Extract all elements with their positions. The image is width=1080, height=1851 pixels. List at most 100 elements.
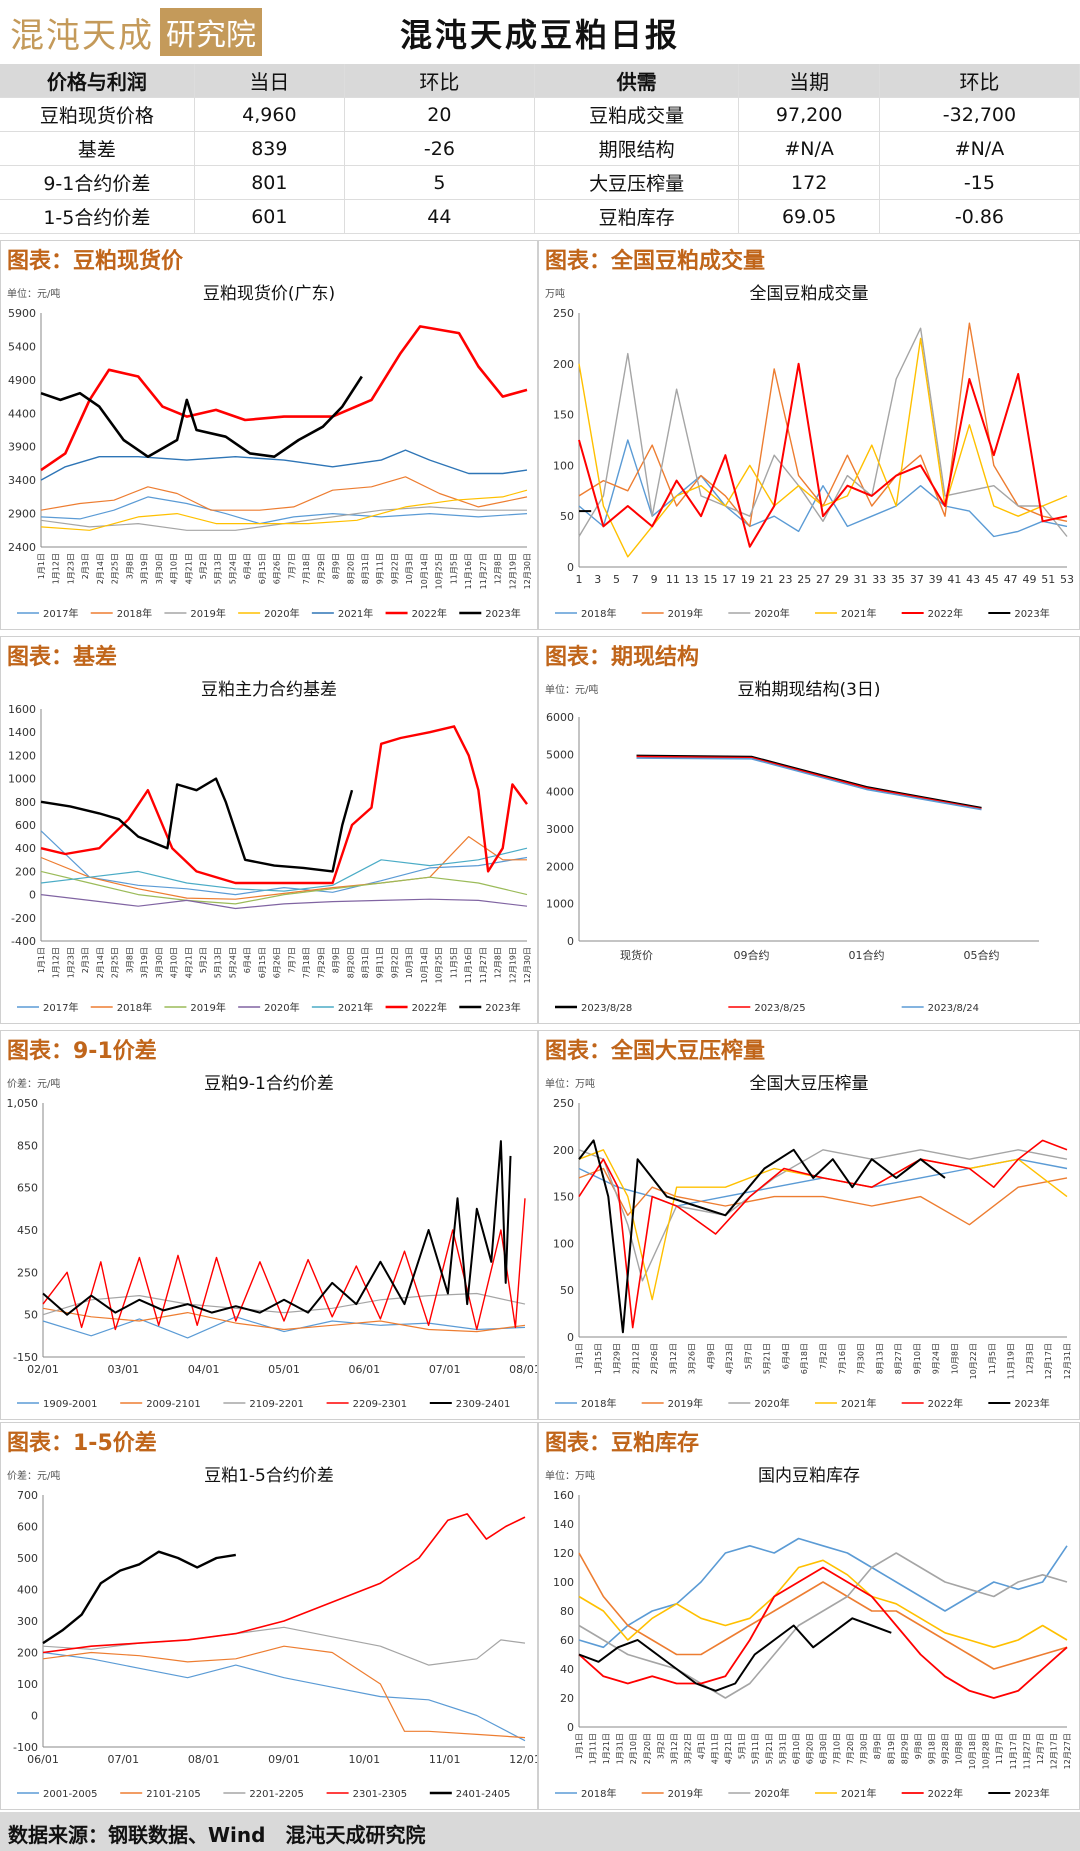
series-line: [578, 1559, 1068, 1649]
summary-cell: 44: [344, 199, 535, 234]
x-tick-label: 9月22日: [390, 947, 399, 978]
series-line: [42, 1140, 512, 1316]
x-tick-label: 9月24日: [932, 1343, 941, 1374]
summary-cell: 839: [194, 131, 345, 166]
y-tick-label: -400: [11, 935, 36, 948]
x-tick-label: 7: [632, 573, 639, 586]
x-tick-label: 05/01: [268, 1363, 300, 1376]
series-line: [42, 1292, 526, 1316]
y-tick-label: 100: [553, 459, 574, 472]
y-tick-label: -150: [13, 1351, 38, 1364]
page-title: 混沌天成豆粕日报: [399, 16, 680, 54]
series-line: [578, 362, 1068, 548]
summary-table: 价格与利润 当日 环比 供需 当期 环比 豆粕现货价格 4,960 20 豆粕成…: [0, 64, 1080, 234]
x-tick-label: 4月1日: [697, 1733, 706, 1759]
series-line: [578, 1537, 1068, 1649]
x-tick-label: 12/01: [509, 1753, 537, 1766]
x-tick-label: 3月30日: [155, 947, 164, 978]
x-tick-label: 11月19日: [1007, 1343, 1016, 1379]
x-tick-label: 2月25日: [111, 947, 120, 978]
x-tick-label: 2月20日: [643, 1733, 652, 1764]
x-tick-label: 05合约: [964, 948, 1000, 962]
panel-title: 图表：豆粕库存: [545, 1431, 700, 1456]
series-line: [40, 375, 363, 458]
y-tick-label: 60: [560, 1634, 574, 1647]
panel-title: 图表：期现结构: [545, 645, 700, 670]
x-tick-label: 1月15日: [594, 1343, 603, 1374]
y-tick-label: 600: [15, 819, 36, 832]
y-tick-label: 0: [29, 889, 36, 902]
series-line: [40, 894, 528, 910]
y-tick-label: 100: [553, 1237, 574, 1250]
legend-label: 2018年: [117, 607, 152, 620]
y-tick-label: 6000: [546, 711, 574, 724]
legend-label: 1909-2001: [43, 1399, 98, 1410]
panel-title: 图表：基差: [7, 645, 118, 670]
panel-volume: 图表：全国豆粕成交量 全国豆粕成交量 万吨 0 50 100 150 200 250 1 3 5 7 9…: [538, 240, 1080, 630]
panel-spot-price: 图表：豆粕现货价 豆粕现货价(广东) 单位：元/吨 2400 2900 3400 3900…: [0, 240, 538, 630]
summary-cell: -26: [344, 131, 535, 166]
x-tick-label: 6月26日: [273, 947, 282, 978]
legend-label: 2022年: [928, 1397, 963, 1410]
panel-spread-1-5: 图表：1-5价差 豆粕1-5合约价差 价差：元/吨 -100 0 100 200 300 40…: [0, 1422, 538, 1810]
panel-crush: 图表：全国大豆压榨量 全国大豆压榨量 单位：万吨 0 50 100 150 200 250 1月…: [538, 1030, 1080, 1420]
y-tick-label: 5000: [546, 748, 574, 761]
x-tick-label: 1月11日: [589, 1733, 598, 1764]
panel-basis: 图表：基差 豆粕主力合约基差 -400 -200 0 200 400 600 800 1000 1…: [0, 636, 538, 1024]
series-line: [40, 725, 528, 885]
summary-row: 9-1合约价差 801 5 大豆压榨量 172 -15: [0, 165, 1080, 200]
x-tick-label: 12月31日: [1063, 1343, 1072, 1379]
y-tick-label: 50: [560, 1284, 574, 1297]
x-tick-label: 9月11日: [376, 947, 385, 978]
panel-term-structure: 图表：期现结构 豆粕期现结构(3日) 单位：元/吨 0 1000 2000 3000 400…: [538, 636, 1080, 1024]
logo-badge: 研究院: [160, 8, 262, 56]
y-tick-label: 650: [17, 1182, 38, 1195]
x-tick-label: 9月28日: [941, 1733, 950, 1764]
panel-title: 图表：全国大豆压榨量: [545, 1039, 766, 1064]
summary-cell: 豆粕现货价格: [0, 97, 195, 132]
x-tick-label: 8月20日: [346, 947, 355, 978]
chart-title: 豆粕1-5合约价差: [204, 1466, 334, 1486]
y-tick-label: 40: [560, 1663, 574, 1676]
legend-label: 2020年: [264, 1001, 299, 1014]
x-tick-label: 47: [1004, 573, 1018, 586]
y-tick-label: 4900: [8, 374, 36, 387]
x-tick-label: 11月27日: [479, 947, 488, 983]
summary-cell: 601: [194, 199, 345, 234]
series-line: [40, 847, 528, 892]
x-tick-label: 7月10日: [833, 1733, 842, 1764]
x-tick-label: 8月9日: [873, 1733, 882, 1759]
x-tick-label: 5月13日: [214, 947, 223, 978]
series-line: [578, 327, 1068, 537]
x-tick-label: 06/01: [27, 1753, 59, 1766]
legend-label: 2020年: [754, 1397, 789, 1410]
y-tick-label: 3900: [8, 441, 36, 454]
x-tick-label: 2月12日: [631, 1343, 640, 1374]
series-line: [40, 830, 528, 896]
x-tick-label: 4月10日: [170, 553, 179, 584]
series-line: [578, 1149, 1068, 1301]
x-tick-label: 7月30日: [857, 1343, 866, 1374]
x-tick-label: 02/01: [27, 1363, 59, 1376]
summary-row: 1-5合约价差 601 44 豆粕库存 69.05 -0.86: [0, 199, 1080, 234]
x-tick-label: 8月19日: [887, 1733, 896, 1764]
y-tick-label: 700: [17, 1489, 38, 1502]
series-line: [578, 1552, 1068, 1699]
x-tick-label: 17: [722, 573, 736, 586]
footer-source: 数据来源：钢联数据、Wind 混沌天成研究院: [8, 1823, 426, 1847]
unit-label: 单位：元/吨: [7, 287, 60, 300]
x-tick-label: 29: [835, 573, 849, 586]
x-tick-label: 53: [1060, 573, 1074, 586]
chart-inventory: 国内豆粕库存 单位：万吨 0 20 40 60 80 100 120 140 160 1月1日 1月11…: [545, 1466, 1072, 1800]
logo-text: 混沌天成: [10, 15, 154, 56]
y-tick-label: 400: [17, 1584, 38, 1597]
summary-cell: 豆粕成交量: [534, 97, 740, 132]
x-tick-label: 11月27日: [1022, 1733, 1031, 1769]
series-line: [636, 755, 982, 810]
summary-cell: 9-1合约价差: [0, 165, 195, 200]
x-tick-label: 1月21日: [602, 1733, 611, 1764]
legend-label: 2017年: [43, 1001, 78, 1014]
y-tick-label: 2900: [8, 508, 36, 521]
y-tick-label: 200: [17, 1647, 38, 1660]
series-line: [40, 870, 528, 905]
